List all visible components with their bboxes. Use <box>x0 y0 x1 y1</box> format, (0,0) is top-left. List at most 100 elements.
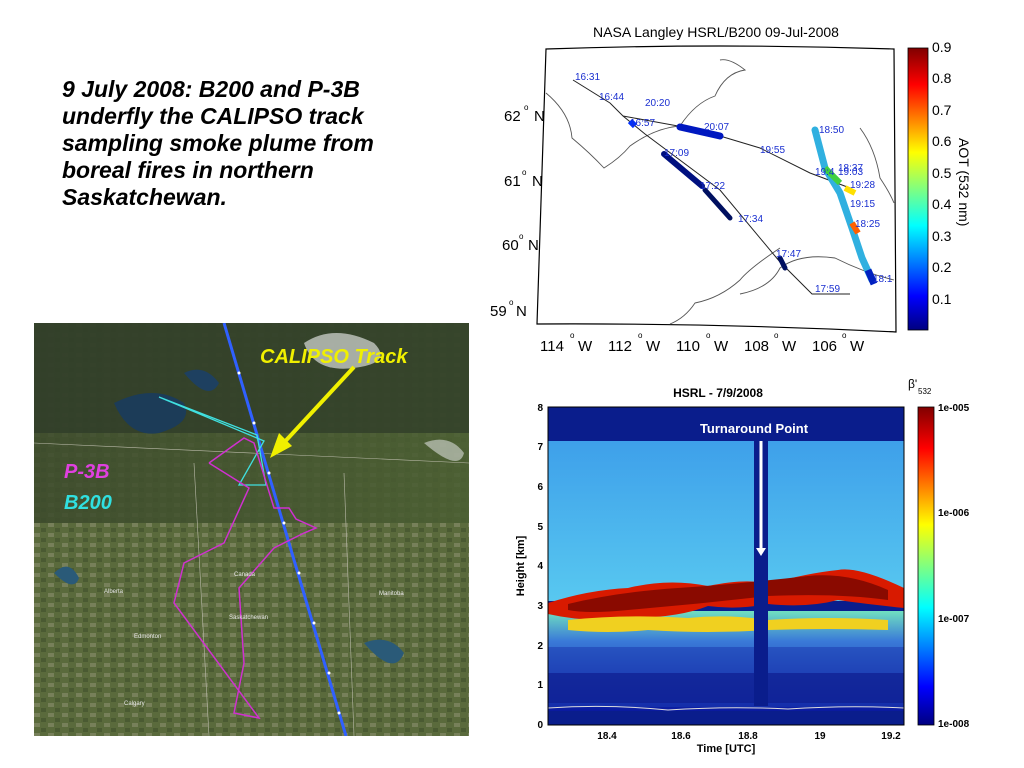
aot-track-segment <box>627 118 638 129</box>
time-label: 17:47 <box>776 249 801 260</box>
colorbar-label: AOT (532 nm) <box>956 138 972 226</box>
lake <box>114 393 187 434</box>
x-axis-label: Time [UTC] <box>697 743 756 755</box>
caption-text: 9 July 2008: B200 and P-3B underfly the … <box>62 76 374 210</box>
svg-text:N: N <box>528 237 539 254</box>
svg-text:106: 106 <box>812 338 837 355</box>
svg-text:o: o <box>638 331 643 340</box>
hsrl-lower-band <box>548 673 904 703</box>
b200-track-line <box>572 79 850 295</box>
lon-label: 114 o W <box>540 331 593 355</box>
x-tick: 18.6 <box>671 731 691 742</box>
svg-text:W: W <box>578 338 593 355</box>
surface-line <box>547 705 905 711</box>
aot-track-segment <box>777 255 788 271</box>
time-label: 19:4 <box>815 167 835 178</box>
time-label: 19:03 <box>838 167 863 178</box>
svg-text:N: N <box>532 173 543 190</box>
place-label: Canada <box>234 572 256 578</box>
lon-label: 108 o W <box>744 331 797 355</box>
colorbar-tick: 0.4 <box>932 196 952 212</box>
colorbar-tick: 1e-007 <box>938 614 970 625</box>
y-tick: 1 <box>537 680 543 691</box>
province-border <box>193 462 210 736</box>
satellite-image: CALIPSO Track P-3B B200 Alberta Edmonton… <box>34 323 469 736</box>
colorbar-title: β' 532 <box>908 378 932 396</box>
y-tick: 3 <box>537 601 543 612</box>
aot-track-segment <box>676 123 724 140</box>
aot-track-segment <box>661 151 705 189</box>
y-axis-label: Height [km] <box>515 535 527 596</box>
aot-track-segment <box>849 221 861 235</box>
svg-text:108: 108 <box>744 338 769 355</box>
y-tick: 2 <box>537 641 543 652</box>
map-title: NASA Langley HSRL/B200 09-Jul-2008 <box>593 24 839 40</box>
backscatter-colorbar <box>917 406 935 726</box>
svg-text:o: o <box>774 331 779 340</box>
x-tick: 19 <box>814 731 826 742</box>
lon-label: 112 o W <box>608 331 661 355</box>
calipso-track <box>222 323 348 736</box>
svg-text:o: o <box>706 331 711 340</box>
svg-text:o: o <box>522 168 527 177</box>
colorbar-tick: 1e-005 <box>938 403 970 414</box>
lat-label: 62 N o <box>504 103 545 125</box>
svg-text:W: W <box>714 338 729 355</box>
hsrl-title: HSRL - 7/9/2008 <box>673 386 763 400</box>
place-label: Saskatchewan <box>229 615 268 621</box>
calipso-arrowhead <box>270 433 292 458</box>
svg-text:β': β' <box>908 378 917 391</box>
svg-text:532: 532 <box>918 387 932 396</box>
svg-text:59: 59 <box>490 303 507 320</box>
calipso-track-dots <box>237 371 341 715</box>
svg-text:W: W <box>646 338 661 355</box>
colorbar-tick: 0.5 <box>932 165 952 181</box>
calipso-arrow <box>277 365 356 450</box>
time-label: 16:57 <box>630 118 655 129</box>
time-label: 19:55 <box>760 145 785 156</box>
place-label: Manitoba <box>379 591 404 597</box>
colorbar-tick: 0.6 <box>932 133 952 149</box>
map-frame <box>536 45 897 333</box>
aot-track-segment <box>843 185 857 196</box>
aerosol-boundary-layer <box>568 616 888 632</box>
time-label: 17:22 <box>700 181 725 192</box>
place-label: Calgary <box>124 701 145 707</box>
turnaround-label: Turnaround Point <box>700 421 809 436</box>
svg-text:W: W <box>782 338 797 355</box>
lat-label: 61 N o <box>504 168 543 190</box>
svg-text:W: W <box>850 338 865 355</box>
p3b-track <box>173 437 318 720</box>
time-label: 17:09 <box>664 148 689 159</box>
smoke-plume-core <box>568 575 888 612</box>
svg-text:o: o <box>519 232 524 241</box>
time-label: 16:31 <box>575 72 600 83</box>
x-tick: 18.4 <box>597 731 617 742</box>
province-border <box>343 472 355 736</box>
colorbar-tick: 1e-008 <box>938 719 970 730</box>
time-label: 17:34 <box>738 214 763 225</box>
time-label: 18:1 <box>873 274 893 285</box>
svg-text:61: 61 <box>504 173 521 190</box>
y-tick: 6 <box>537 482 543 493</box>
colorbar-tick: 0.2 <box>932 259 952 275</box>
hsrl-plot-frame <box>547 406 905 726</box>
time-label: 20:20 <box>645 98 670 109</box>
aot-track-segment <box>702 187 733 221</box>
svg-text:o: o <box>842 331 847 340</box>
aot-track-segment <box>864 268 878 286</box>
cloud <box>304 333 381 369</box>
lat-label: 60 N o <box>502 232 539 254</box>
map-boundary-line <box>545 59 747 169</box>
aot-colorbar <box>907 47 929 331</box>
svg-text:N: N <box>534 108 545 125</box>
map-boundary-line <box>669 247 781 325</box>
svg-text:o: o <box>509 298 514 307</box>
p3b-label: P-3B <box>64 461 110 483</box>
aot-track-segment <box>811 126 876 284</box>
colorbar-tick: 0.9 <box>932 39 952 55</box>
turnaround-arrowhead <box>756 548 766 556</box>
y-tick: 8 <box>537 403 543 414</box>
calipso-track-label: CALIPSO Track <box>260 346 408 368</box>
time-label: 18:50 <box>819 125 844 136</box>
